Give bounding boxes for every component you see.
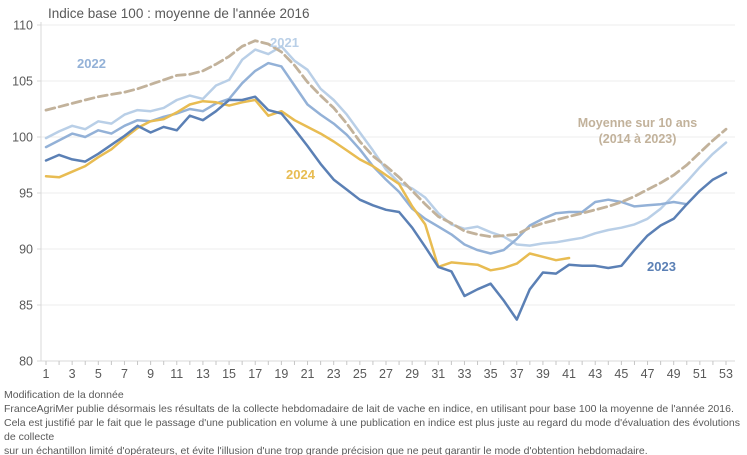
x-tick-label: 25 <box>353 367 367 381</box>
x-axis-labels: 1 3 5 7 9 11 13 15 17 19 21 23 25 27 29 31 33 35 37 39 41 43 4… <box>43 361 733 381</box>
series-label-2024: 2024 <box>286 167 315 182</box>
x-tick-label: 33 <box>458 367 472 381</box>
y-tick-label: 100 <box>12 131 33 145</box>
x-tick-label: 15 <box>222 367 236 381</box>
x-tick-label: 7 <box>121 367 128 381</box>
x-tick-label: 21 <box>301 367 315 381</box>
x-tick-label: 27 <box>379 367 393 381</box>
footnote-line-1: Modification de la donnée <box>4 389 124 401</box>
x-tick-label: 45 <box>614 367 628 381</box>
page-title: Indice base 100 : moyenne de l'année 201… <box>48 6 310 21</box>
y-tick-label: 85 <box>19 299 33 313</box>
footnote-block: Modification de la donnée FranceAgriMer … <box>4 388 747 455</box>
y-tick-label: 110 <box>13 19 33 33</box>
x-tick-label: 11 <box>170 367 183 381</box>
footnote-line-2: FranceAgriMer publie désormais les résul… <box>4 403 734 415</box>
footnote-line-4: sur un échantillon limité d'opérateurs, … <box>4 445 648 455</box>
x-tick-label: 5 <box>95 367 102 381</box>
x-tick-label: 41 <box>562 367 576 381</box>
axes <box>40 22 735 362</box>
gridlines <box>41 24 735 306</box>
x-tick-label: 53 <box>719 367 733 381</box>
x-tick-label: 19 <box>274 367 288 381</box>
series-label-2022: 2022 <box>77 56 106 71</box>
x-tick-label: 43 <box>588 367 602 381</box>
x-tick-label: 23 <box>327 367 341 381</box>
series-line-2022 <box>44 61 689 255</box>
y-axis-labels: 80 85 90 95 100 105 110 <box>12 19 41 369</box>
x-tick-label: 51 <box>693 367 707 381</box>
series-line-2023 <box>44 95 728 321</box>
y-tick-label: 80 <box>19 355 33 369</box>
y-tick-label: 95 <box>19 187 33 201</box>
series-line-2024 <box>44 98 571 272</box>
y-tick-label: 105 <box>12 75 33 89</box>
x-tick-label: 3 <box>69 367 76 381</box>
x-tick-label: 1 <box>43 367 50 381</box>
series-label-2023: 2023 <box>647 259 676 274</box>
y-tick-label: 90 <box>19 243 33 257</box>
series-line-2021 <box>44 45 728 247</box>
series-label-moyenne: Moyenne sur 10 ans (2014 à 2023) <box>545 115 730 147</box>
series-label-2021: 2021 <box>270 35 299 50</box>
series-label-moyenne-line2: (2014 à 2023) <box>598 132 677 146</box>
x-tick-label: 39 <box>536 367 550 381</box>
x-tick-label: 17 <box>248 367 262 381</box>
x-tick-label: 9 <box>147 367 154 381</box>
x-tick-label: 37 <box>510 367 524 381</box>
series-line-moyenne <box>44 39 728 239</box>
x-tick-label: 29 <box>405 367 419 381</box>
x-tick-label: 47 <box>641 367 655 381</box>
x-tick-label: 31 <box>431 367 445 381</box>
x-tick-label: 35 <box>484 367 498 381</box>
x-tick-label: 13 <box>196 367 210 381</box>
x-tick-label: 49 <box>667 367 681 381</box>
series-label-moyenne-line1: Moyenne sur 10 ans <box>577 116 698 130</box>
footnote-line-3: Cela est justifié par le fait que le pas… <box>4 417 740 443</box>
